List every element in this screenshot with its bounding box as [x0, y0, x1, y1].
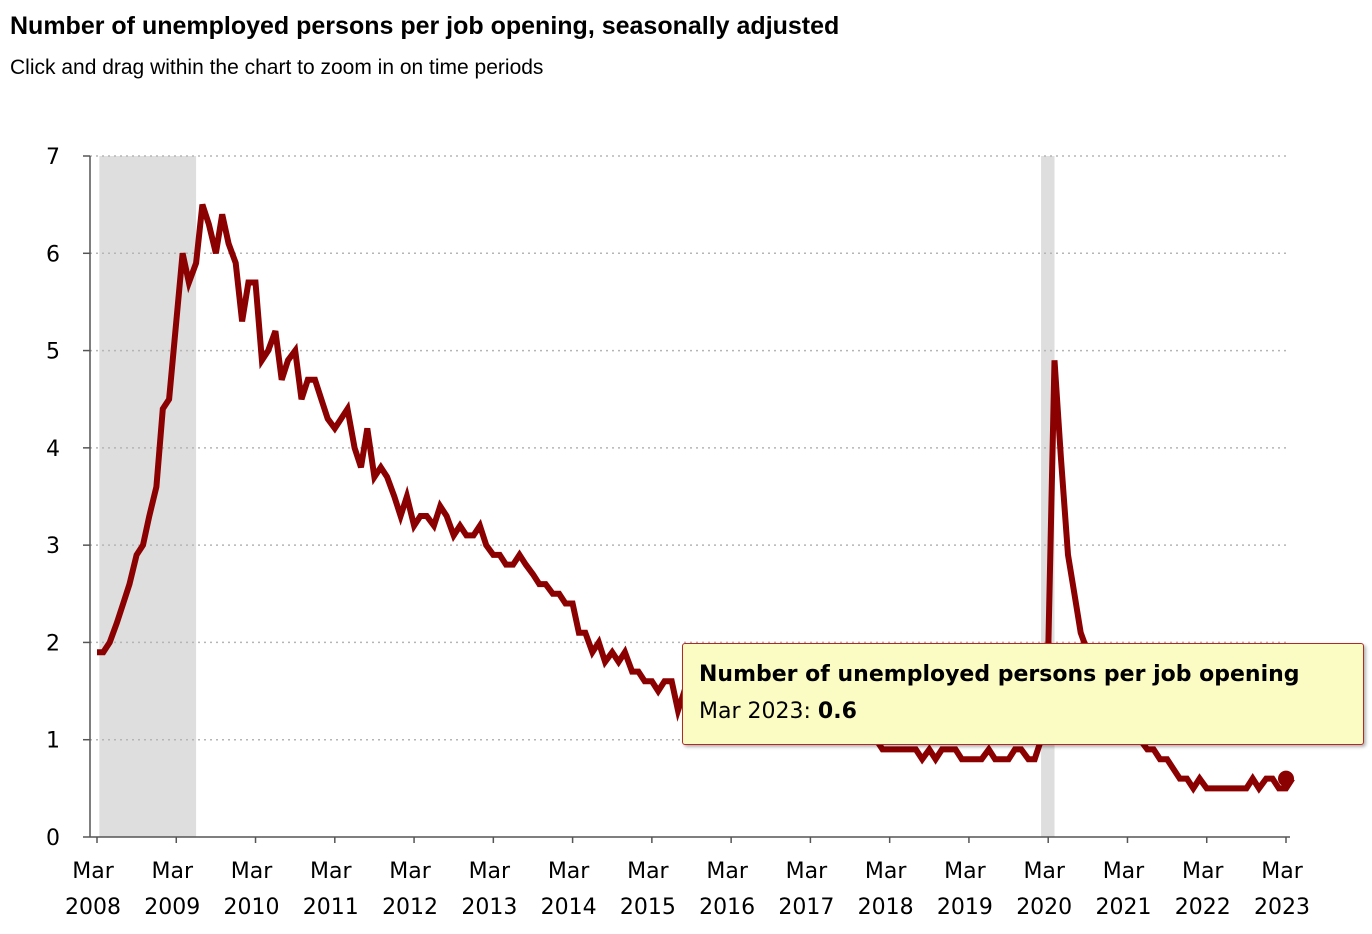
- x-tick-label-month-2014: Mar: [548, 859, 590, 884]
- x-tick-label-month-2020: Mar: [1023, 859, 1065, 884]
- x-tick-label-year-2022: 2022: [1175, 895, 1231, 920]
- x-tick-label-month-2016: Mar: [706, 859, 748, 884]
- tooltip-line: Mar 2023: 0.6: [699, 699, 1347, 724]
- data-tooltip: Number of unemployed persons per job ope…: [682, 643, 1364, 745]
- y-axis-ticks: 0 1 2 3 4 5 6 7: [46, 145, 90, 851]
- highlight-point[interactable]: [1278, 770, 1294, 787]
- x-tick-label-year-2013: 2013: [461, 895, 517, 920]
- x-tick-label-year-2019: 2019: [937, 895, 993, 920]
- x-tick-label-month-2023: Mar: [1261, 859, 1303, 884]
- x-tick-label-year-2014: 2014: [541, 895, 597, 920]
- y-tick-label-5: 5: [46, 340, 60, 365]
- y-tick-label-6: 6: [46, 242, 60, 267]
- x-tick-label-month-2021: Mar: [1103, 859, 1145, 884]
- x-tick-label-year-2017: 2017: [778, 895, 834, 920]
- axes: [89, 156, 1290, 838]
- x-axis-ticks: Mar 2008 Mar 2009 Mar 2010 Mar 2011 Mar 2012 Mar 20…: [65, 837, 1310, 920]
- x-tick-label-year-2015: 2015: [620, 895, 676, 920]
- tooltip-title: Number of unemployed persons per job ope…: [699, 662, 1300, 687]
- x-tick-label-month-2019: Mar: [944, 859, 986, 884]
- x-tick-label-year-2010: 2010: [224, 895, 280, 920]
- x-tick-label-month-2011: Mar: [310, 859, 352, 884]
- x-tick-label-year-2021: 2021: [1095, 895, 1151, 920]
- tooltip-value: 0.6: [817, 699, 857, 724]
- x-tick-label-year-2018: 2018: [858, 895, 914, 920]
- x-tick-label-month-2018: Mar: [865, 859, 907, 884]
- y-tick-label-1: 1: [46, 729, 60, 754]
- x-tick-label-month-2012: Mar: [389, 859, 431, 884]
- x-tick-label-month-2022: Mar: [1182, 859, 1224, 884]
- y-tick-label-0: 0: [46, 826, 60, 851]
- x-tick-label-month-2013: Mar: [469, 859, 511, 884]
- chart-subtitle: Click and drag within the chart to zoom …: [10, 56, 544, 79]
- y-tick-label-4: 4: [46, 437, 60, 462]
- x-tick-label-month-2017: Mar: [786, 859, 828, 884]
- chart-title: Number of unemployed persons per job ope…: [10, 12, 840, 40]
- y-tick-label-7: 7: [46, 145, 60, 170]
- x-tick-label-month-2015: Mar: [627, 859, 669, 884]
- x-tick-label-year-2008: 2008: [65, 895, 121, 920]
- x-tick-label-month-2009: Mar: [152, 859, 194, 884]
- x-tick-label-year-2009: 2009: [144, 895, 200, 920]
- x-tick-label-year-2020: 2020: [1016, 895, 1072, 920]
- x-tick-label-year-2016: 2016: [699, 895, 755, 920]
- x-tick-label-year-2012: 2012: [382, 895, 438, 920]
- y-tick-label-3: 3: [46, 534, 60, 559]
- tooltip-period: Mar 2023:: [699, 699, 811, 724]
- x-tick-label-year-2023: 2023: [1254, 895, 1310, 920]
- y-tick-label-2: 2: [46, 631, 60, 656]
- x-tick-label-month-2008: Mar: [72, 859, 114, 884]
- x-tick-label-year-2011: 2011: [303, 895, 359, 920]
- x-tick-label-month-2010: Mar: [231, 859, 273, 884]
